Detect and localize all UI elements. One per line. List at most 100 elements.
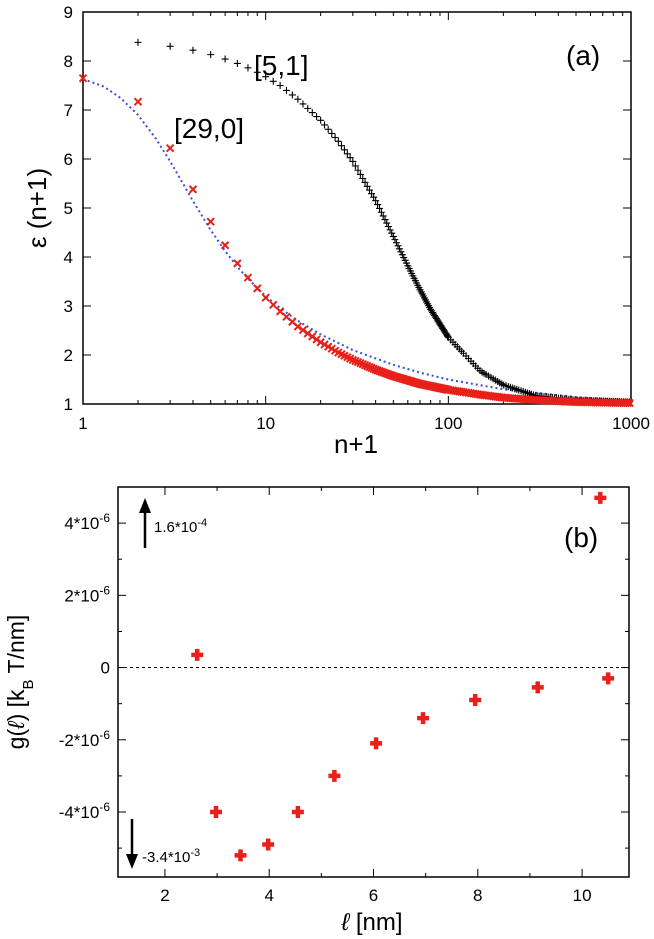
- series-5-1-point: [134, 38, 142, 46]
- series-5-1-point: [384, 223, 392, 231]
- series-5-1-point: [368, 190, 376, 198]
- series-5-1-point: [328, 129, 336, 137]
- series-5-1-point: [349, 157, 357, 165]
- series-5-1-point: [372, 197, 380, 205]
- panel-a: 1 10 100 1000 1 2 3 4 5 6 7 8 9 n+1 ε (n+1) (a) [5,1…: [22, 3, 650, 459]
- x-tick-label: 2: [160, 886, 169, 905]
- y-tick-label: 7: [64, 101, 73, 120]
- x-tick-label: 1000: [612, 414, 650, 433]
- series-29-0-point: [78, 73, 88, 83]
- x-tick-label: 1: [78, 414, 87, 433]
- series-5-1-point: [391, 236, 399, 244]
- series-5-1-point: [444, 332, 452, 340]
- g-data-point: [328, 769, 341, 782]
- series-5-1-point: [395, 245, 403, 253]
- annotation-down: -3.4*10-3: [126, 819, 200, 869]
- y-tick-label: 6: [64, 150, 73, 169]
- g-data-point: [191, 648, 204, 661]
- panel-b-ticks: 2 4 6 8 10 -4*10-6 -2*10-6 0 2*10-6 4*10-6: [59, 486, 629, 905]
- series-29-0-point: [188, 185, 198, 194]
- series-5-1-point: [343, 150, 351, 158]
- series-5-1-point: [282, 86, 290, 94]
- series-5-1-point: [376, 204, 384, 212]
- panel-b-data: [118, 491, 629, 862]
- series-29-0-point: [233, 259, 242, 268]
- y-tick-label: 9: [64, 3, 73, 22]
- panel-a-ylabel: ε (n+1): [22, 168, 52, 248]
- series-5-1-point: [253, 68, 261, 76]
- series-5-1-point: [262, 73, 270, 81]
- series-5-1-point: [294, 95, 302, 103]
- series-5-1-point: [233, 59, 241, 67]
- panel-b-ylabel: g(ℓ) [kB T/nm]: [3, 615, 37, 750]
- series-29-0-point: [275, 307, 285, 316]
- series-5-1-point: [389, 232, 397, 240]
- series-29-0-point: [269, 300, 278, 310]
- series-5-1-point: [359, 175, 367, 183]
- down-arrow-icon: [126, 854, 138, 869]
- y-tick-label: 3: [64, 297, 73, 316]
- y-tick-label: 2: [64, 346, 73, 365]
- annotation-up-text: 1.6*10-4: [154, 517, 207, 536]
- series-5-1-point: [324, 125, 332, 133]
- series-29-0-point: [220, 241, 230, 250]
- series-29-0-point: [316, 338, 325, 347]
- y-tick-label: 4: [64, 248, 73, 267]
- x-tick-label: 10: [256, 414, 275, 433]
- x-tick-label: 8: [473, 886, 482, 905]
- x-tick-label: 4: [264, 886, 273, 905]
- series-29-0-point: [623, 398, 632, 408]
- series-5-1-point: [363, 182, 371, 190]
- panel-a-label: (a): [566, 40, 600, 71]
- x-tick-label: 6: [369, 886, 378, 905]
- series-5-1-point: [308, 109, 316, 117]
- annotation-up: 1.6*10-4: [139, 498, 207, 548]
- series-29-0-point: [303, 329, 312, 338]
- panel-a-xlabel: n+1: [334, 429, 378, 459]
- series-5-1-point: [331, 134, 339, 142]
- series-5-1-point: [361, 178, 369, 186]
- series-5-1-point: [365, 186, 373, 194]
- series-5-1-point: [288, 91, 296, 99]
- panel-b-xlabel: ℓ [nm]: [340, 909, 402, 936]
- series-5-1-point: [388, 229, 396, 237]
- fit-curve: [82, 78, 632, 402]
- g-data-point: [602, 672, 615, 685]
- series-5-1-point: [397, 248, 405, 256]
- g-data-point: [210, 806, 223, 818]
- series-5-1-point: [392, 239, 400, 247]
- up-arrow-icon: [139, 498, 151, 513]
- series-5-1-point: [346, 154, 354, 162]
- series-29-0-point: [243, 273, 253, 282]
- series-5-1-point: [207, 51, 215, 59]
- y-tick-label: 4*10-6: [64, 511, 110, 533]
- series-29-0-point: [133, 97, 143, 106]
- series-5-1-point: [299, 100, 307, 108]
- series-5-1-point: [394, 242, 402, 250]
- series-5-1-point: [244, 64, 252, 72]
- series-5-1-point: [377, 208, 385, 216]
- series-5-1-point: [313, 113, 321, 121]
- series-5-1-point: [321, 121, 329, 129]
- y-tick-label: 1: [64, 395, 73, 414]
- series-29-0-point: [261, 293, 270, 302]
- series-5-1-point: [334, 137, 342, 145]
- series-5-1-point: [351, 162, 359, 170]
- annotation-down-text: -3.4*10-3: [142, 847, 200, 866]
- g-data-point: [234, 849, 247, 862]
- y-tick-label: 2*10-6: [64, 583, 110, 605]
- panel-b-label: (b): [564, 522, 598, 553]
- series-5-1-point: [354, 166, 362, 174]
- g-data-point: [291, 806, 304, 818]
- series-5-1-point: [340, 146, 348, 154]
- series-label-29-0: [29,0]: [174, 113, 244, 144]
- series-29-0-point: [206, 217, 215, 226]
- series-5-1-point: [356, 170, 364, 178]
- panel-b: 2 4 6 8 10 -4*10-6 -2*10-6 0 2*10-6 4*10-6 ℓ [nm]…: [3, 486, 630, 936]
- series-29-0-point: [625, 398, 634, 408]
- series-5-1-point: [383, 219, 391, 227]
- y-tick-label: -4*10-6: [59, 800, 111, 822]
- series-5-1-point: [386, 226, 394, 234]
- series-5-1-point: [269, 77, 277, 85]
